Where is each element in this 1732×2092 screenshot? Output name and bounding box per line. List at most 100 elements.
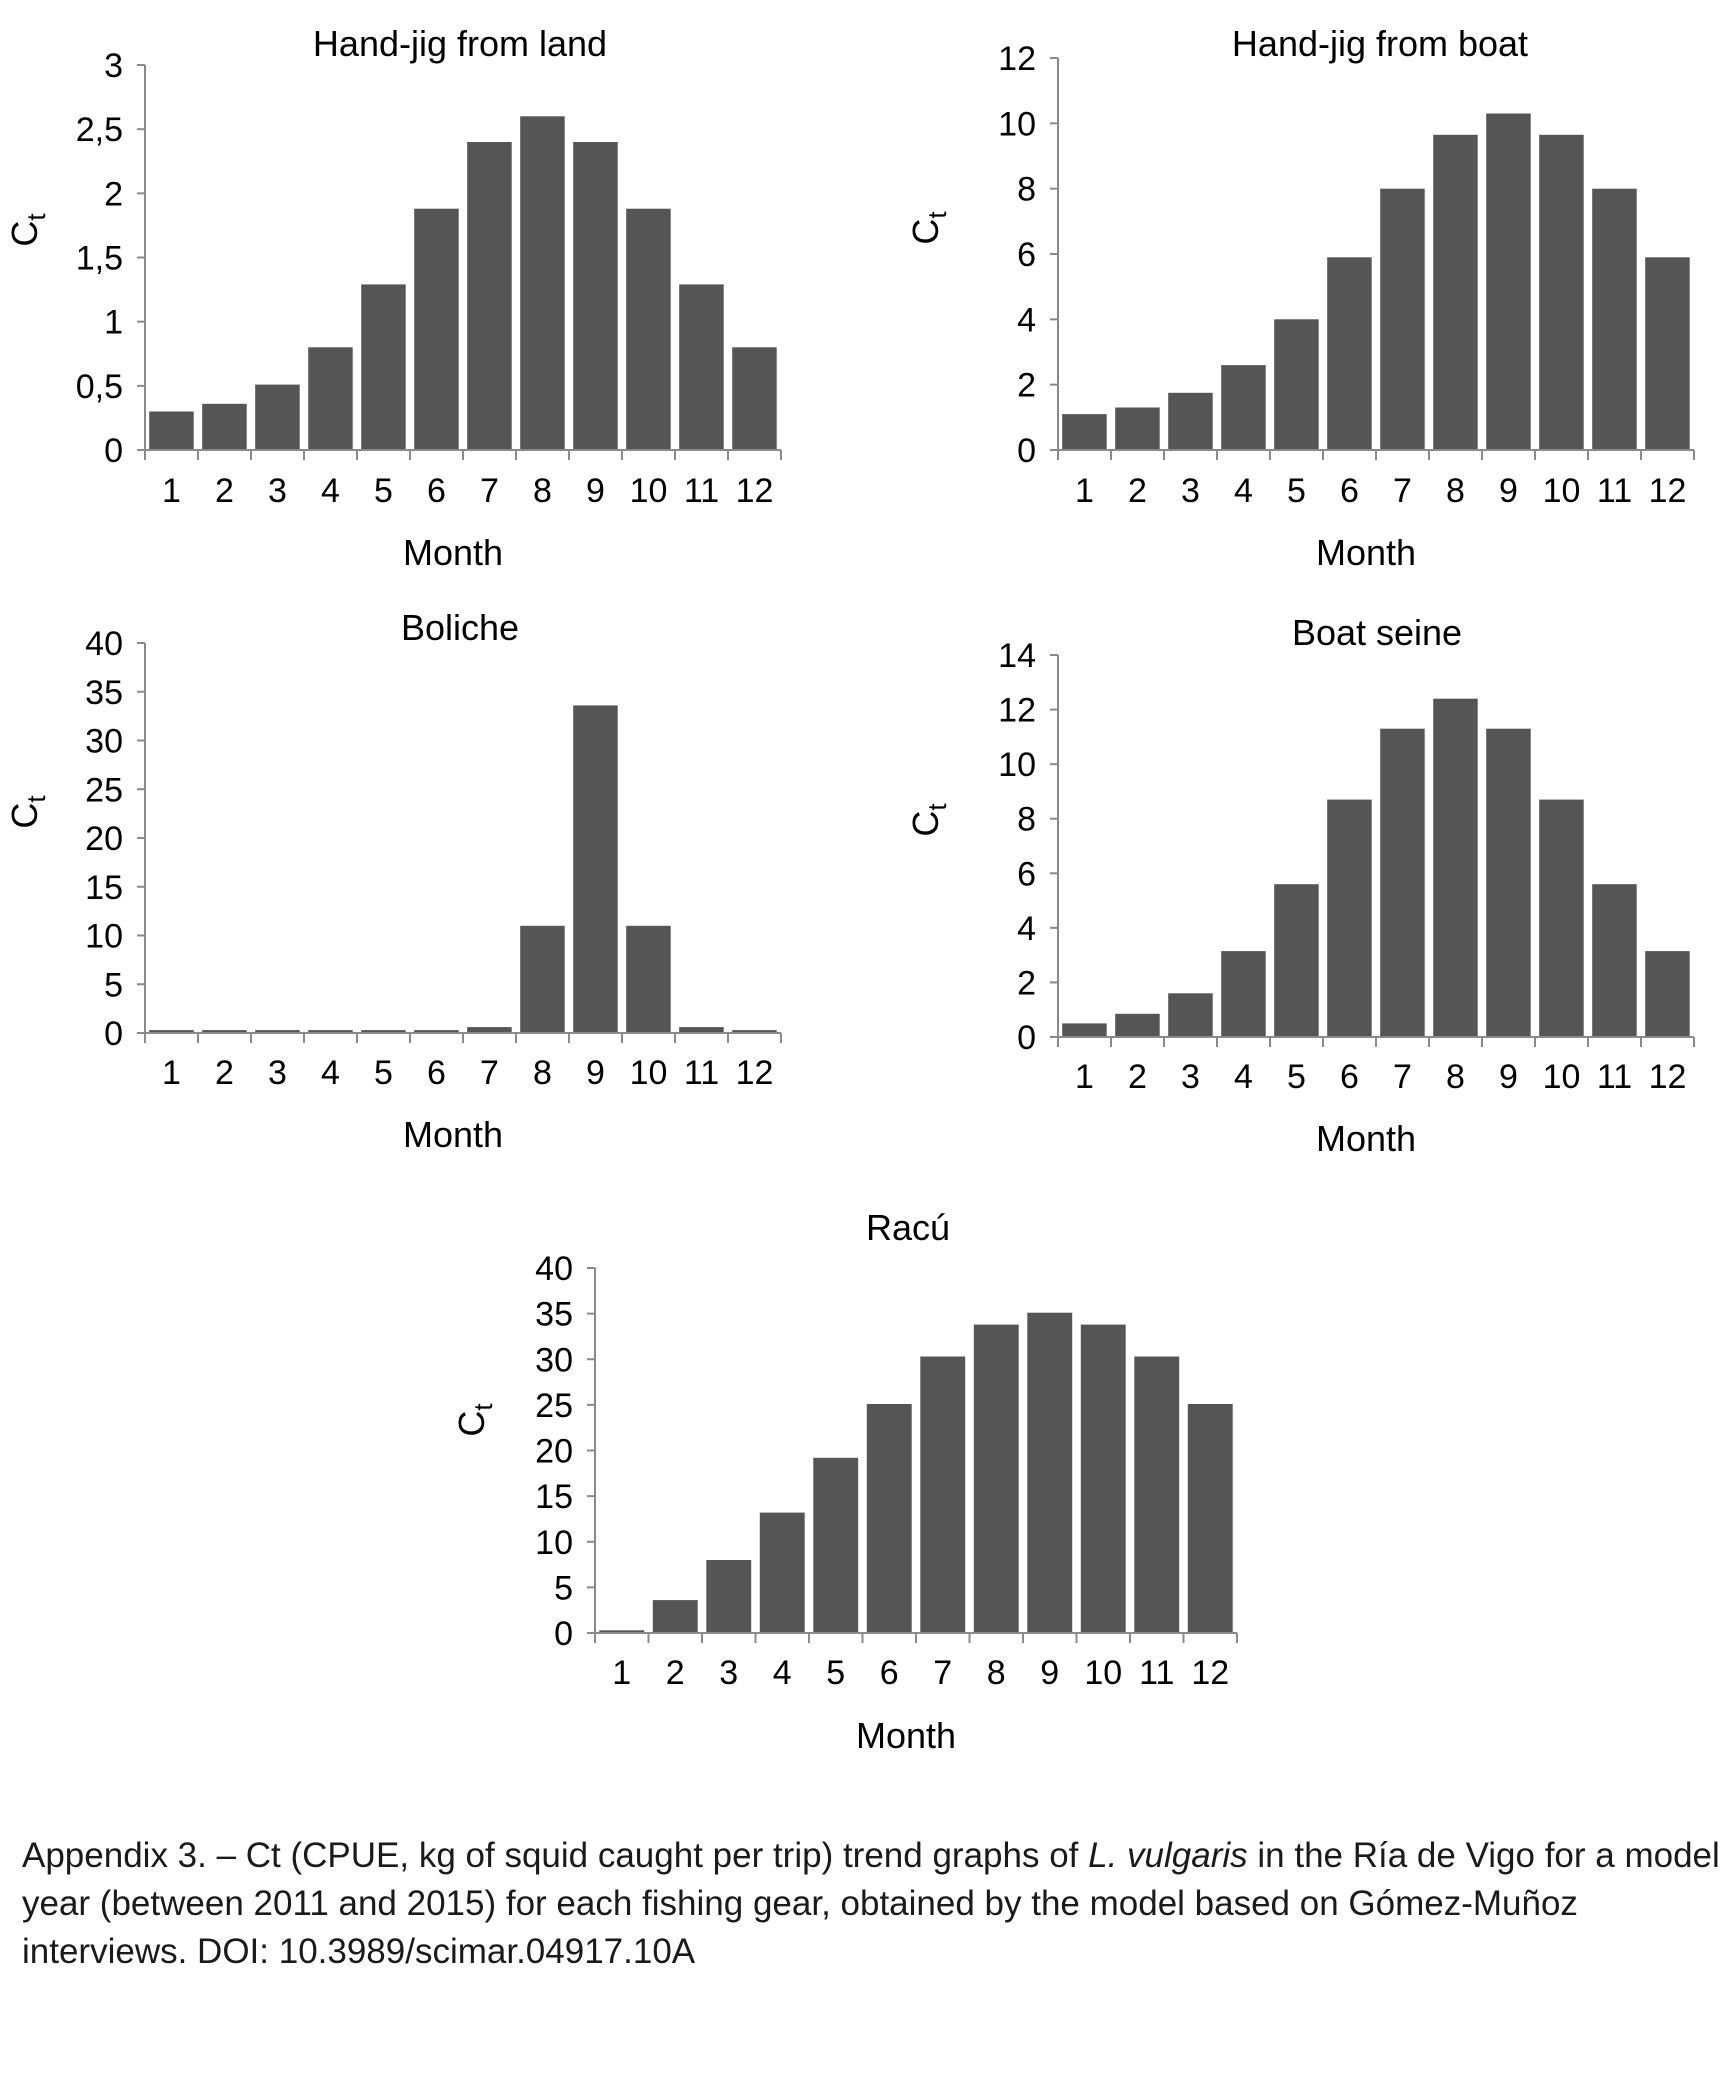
x-tick-label: 2	[215, 472, 234, 510]
y-tick-label: 15	[85, 869, 123, 907]
y-tick-label: 20	[85, 820, 123, 858]
x-tick-label: 6	[427, 472, 446, 510]
bar-month-2	[1115, 407, 1160, 450]
x-tick-label: 12	[736, 472, 774, 510]
y-tick-label: 8	[1017, 801, 1036, 839]
bar-month-7	[1380, 188, 1425, 450]
y-axis-label: Ct	[4, 213, 51, 247]
x-tick-label: 7	[1393, 472, 1412, 510]
bar-month-6	[414, 208, 459, 450]
bar-month-9	[1486, 728, 1531, 1037]
x-axis-label: Month	[1316, 532, 1416, 573]
y-tick-label: 8	[1017, 171, 1036, 209]
x-tick-label: 3	[1181, 1058, 1200, 1096]
x-tick-label: 12	[736, 1054, 774, 1092]
y-tick-label: 10	[535, 1524, 573, 1562]
bar-month-4	[759, 1512, 805, 1633]
y-tick-label: 2	[104, 175, 123, 213]
x-tick-label: 8	[1446, 472, 1465, 510]
x-axis-label: Month	[856, 1715, 956, 1756]
y-axis-label: Ct	[905, 211, 952, 245]
x-tick-label: 2	[215, 1054, 234, 1092]
bar-month-3	[1168, 392, 1213, 450]
y-tick-label: 5	[104, 966, 123, 1004]
y-tick-label: 1	[104, 304, 123, 342]
bar-month-2	[202, 1030, 247, 1033]
y-tick-label: 20	[535, 1433, 573, 1471]
bar-month-11	[1592, 884, 1637, 1037]
y-axis-label: Ct	[4, 795, 51, 829]
x-tick-label: 9	[586, 472, 605, 510]
x-tick-label: 12	[1649, 1058, 1687, 1096]
y-tick-label: 35	[535, 1296, 573, 1334]
bar-month-5	[361, 1030, 406, 1033]
figure-caption: Appendix 3. – Ct (CPUE, kg of squid caug…	[22, 1832, 1722, 1976]
y-tick-label: 15	[535, 1478, 573, 1516]
bar-month-10	[626, 925, 671, 1034]
y-tick-label: 0	[104, 432, 123, 470]
x-tick-label: 8	[533, 472, 552, 510]
x-tick-label: 4	[321, 1054, 340, 1092]
x-tick-label: 7	[480, 1054, 499, 1092]
bar-month-11	[1134, 1356, 1180, 1633]
y-tick-label: 6	[1017, 236, 1036, 274]
bar-month-7	[467, 1027, 512, 1033]
y-tick-label: 4	[1017, 910, 1036, 948]
y-tick-label: 30	[85, 723, 123, 761]
x-axis-label: Month	[403, 532, 503, 573]
x-tick-label: 9	[1040, 1654, 1059, 1692]
bar-month-5	[1274, 319, 1319, 450]
bar-month-8	[520, 925, 565, 1034]
caption-text-after: in the Ría de Vigo for a model year (bet…	[22, 1836, 1720, 1971]
x-tick-label: 1	[1075, 472, 1094, 510]
bar-month-12	[732, 1030, 777, 1033]
bar-month-4	[308, 347, 353, 450]
chart-title: Hand-jig from boat	[1232, 23, 1528, 64]
bar-month-3	[255, 1030, 300, 1033]
bar-month-1	[1062, 414, 1107, 450]
y-tick-label: 25	[535, 1387, 573, 1425]
bar-month-11	[679, 284, 724, 450]
x-axis-label: Month	[403, 1114, 503, 1155]
bar-month-7	[920, 1356, 966, 1633]
bar-month-11	[1592, 188, 1637, 450]
x-tick-label: 3	[1181, 472, 1200, 510]
bar-month-3	[1168, 993, 1213, 1037]
x-tick-label: 2	[666, 1654, 685, 1692]
bar-month-6	[414, 1030, 459, 1033]
y-tick-label: 2	[1017, 964, 1036, 1002]
bar-month-1	[149, 411, 194, 450]
x-tick-label: 9	[1499, 472, 1518, 510]
bar-month-4	[1221, 365, 1266, 450]
bar-month-3	[706, 1560, 752, 1633]
bar-month-1	[1062, 1023, 1107, 1037]
y-tick-label: 0	[104, 1015, 123, 1053]
x-tick-label: 1	[162, 1054, 181, 1092]
bar-month-7	[467, 142, 512, 450]
y-tick-label: 2,5	[76, 111, 123, 149]
x-tick-label: 1	[162, 472, 181, 510]
y-tick-label: 40	[85, 625, 123, 663]
bar-month-10	[626, 208, 671, 450]
chart-title: Racú	[866, 1207, 950, 1248]
bar-month-9	[1486, 113, 1531, 450]
bar-month-4	[1221, 951, 1266, 1037]
bar-month-5	[361, 284, 406, 450]
y-tick-label: 30	[535, 1341, 573, 1379]
bar-month-12	[732, 347, 777, 450]
bar-month-1	[149, 1030, 194, 1033]
y-tick-label: 2	[1017, 367, 1036, 405]
x-tick-label: 12	[1191, 1654, 1229, 1692]
x-tick-label: 2	[1128, 1058, 1147, 1096]
y-tick-label: 0,5	[76, 368, 123, 406]
x-tick-label: 9	[1499, 1058, 1518, 1096]
bar-month-8	[1433, 698, 1478, 1037]
x-tick-label: 11	[684, 1054, 719, 1092]
x-tick-label: 3	[719, 1654, 738, 1692]
bar-month-10	[1539, 799, 1584, 1037]
x-tick-label: 10	[1543, 472, 1581, 510]
bar-month-12	[1645, 257, 1690, 450]
x-tick-label: 1	[1075, 1058, 1094, 1096]
